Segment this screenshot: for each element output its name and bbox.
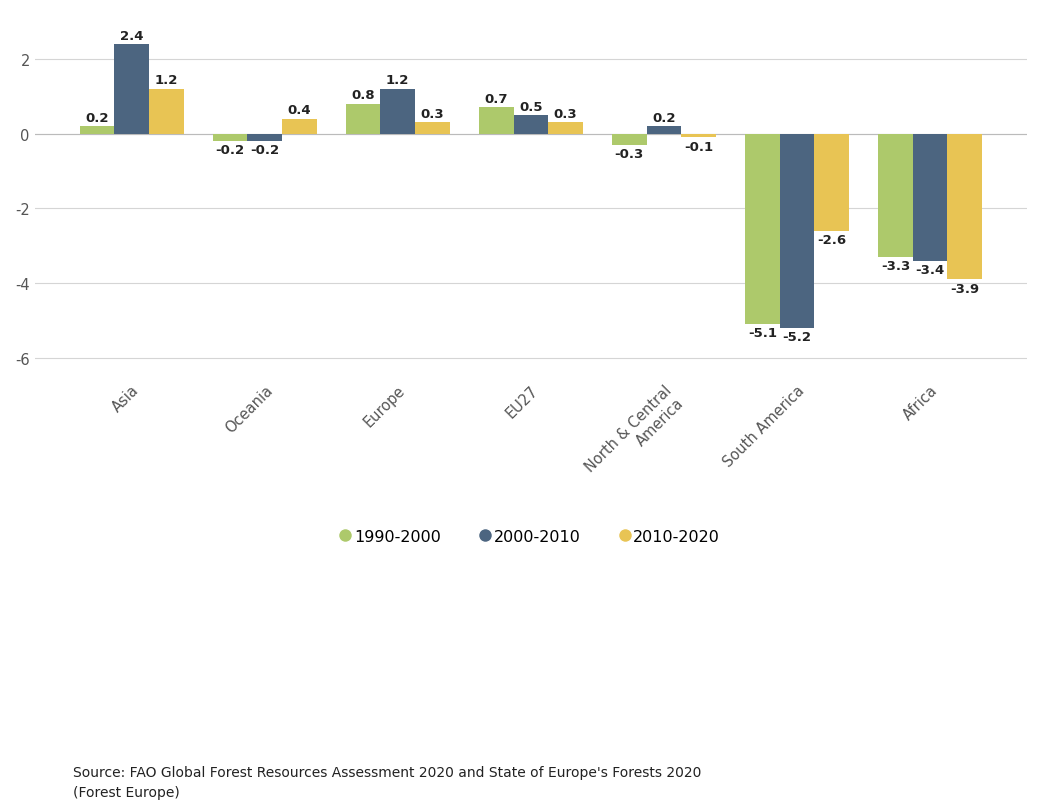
Bar — [647, 127, 681, 135]
Bar — [415, 123, 450, 135]
Bar — [947, 135, 982, 280]
Bar — [479, 109, 514, 135]
Text: 0.2: 0.2 — [85, 112, 108, 125]
Text: Source: FAO Global Forest Resources Assessment 2020 and State of Europe's Forest: Source: FAO Global Forest Resources Asse… — [73, 766, 701, 799]
Text: -0.2: -0.2 — [216, 144, 245, 157]
Bar — [149, 90, 183, 135]
Text: 1.2: 1.2 — [154, 75, 178, 88]
Text: -0.2: -0.2 — [250, 144, 279, 157]
Bar — [282, 119, 317, 135]
Text: -5.2: -5.2 — [783, 331, 812, 344]
Bar — [612, 135, 647, 146]
Bar — [213, 135, 247, 142]
Text: 0.4: 0.4 — [288, 105, 312, 118]
Text: 0.3: 0.3 — [421, 108, 444, 121]
Bar — [346, 105, 380, 135]
Text: -3.3: -3.3 — [880, 260, 910, 272]
Text: -3.9: -3.9 — [950, 282, 979, 295]
Text: 0.3: 0.3 — [553, 108, 577, 121]
Text: -3.4: -3.4 — [915, 264, 945, 277]
Bar — [681, 135, 716, 138]
Text: 1.2: 1.2 — [386, 75, 410, 88]
Text: -0.3: -0.3 — [615, 148, 644, 161]
Bar — [913, 135, 947, 261]
Bar — [80, 127, 115, 135]
Legend: 1990-2000, 2000-2010, 2010-2020: 1990-2000, 2000-2010, 2010-2020 — [336, 522, 726, 551]
Text: -0.1: -0.1 — [684, 140, 713, 153]
Text: -5.1: -5.1 — [748, 327, 777, 340]
Bar — [814, 135, 849, 231]
Text: 0.2: 0.2 — [652, 112, 675, 125]
Text: 0.7: 0.7 — [485, 93, 507, 106]
Text: 2.4: 2.4 — [120, 30, 144, 43]
Bar — [514, 116, 548, 135]
Bar — [878, 135, 913, 258]
Bar — [380, 90, 415, 135]
Text: -2.6: -2.6 — [817, 234, 846, 247]
Bar — [115, 45, 149, 135]
Bar — [745, 135, 779, 324]
Bar — [548, 123, 582, 135]
Text: 0.5: 0.5 — [519, 101, 543, 114]
Bar — [247, 135, 282, 142]
Bar — [779, 135, 814, 328]
Text: 0.8: 0.8 — [351, 89, 375, 102]
